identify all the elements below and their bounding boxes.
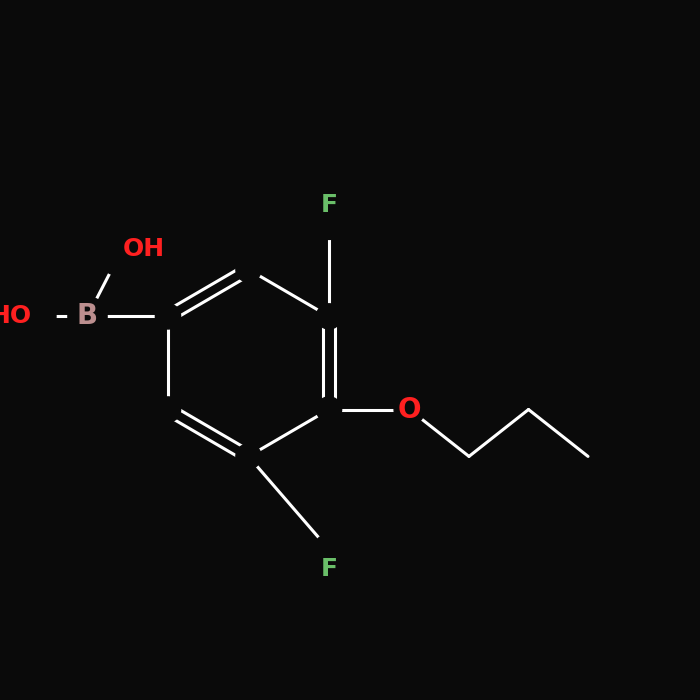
Text: OH: OH	[122, 237, 164, 260]
Circle shape	[236, 257, 261, 282]
Circle shape	[7, 292, 56, 341]
Text: O: O	[398, 395, 421, 423]
Circle shape	[236, 444, 261, 469]
Text: F: F	[321, 556, 337, 580]
Circle shape	[316, 397, 342, 422]
Text: F: F	[321, 193, 337, 217]
Circle shape	[94, 220, 150, 276]
Circle shape	[314, 209, 344, 239]
Circle shape	[316, 304, 342, 329]
Circle shape	[314, 534, 344, 565]
Text: B: B	[77, 302, 98, 330]
Circle shape	[155, 397, 181, 422]
Circle shape	[394, 394, 425, 425]
Text: HO: HO	[0, 304, 32, 328]
Circle shape	[155, 304, 181, 329]
Circle shape	[68, 297, 107, 336]
